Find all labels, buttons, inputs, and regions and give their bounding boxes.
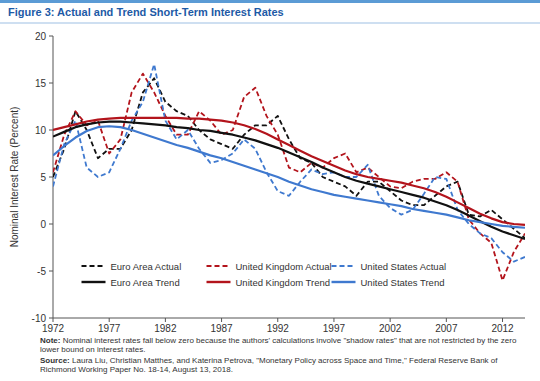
y-tick-label: 15 (35, 78, 47, 89)
series-line (53, 64, 525, 261)
note: Note: Nominal interest rates fall below … (40, 336, 532, 355)
y-tick-label: 20 (35, 31, 47, 42)
x-tick (502, 318, 503, 322)
x-tick (277, 318, 278, 322)
x-tick (53, 318, 54, 322)
legend-label: United States Trend (361, 277, 445, 288)
y-tick (49, 271, 53, 272)
x-tick-label: 1977 (98, 323, 121, 334)
y-tick (49, 36, 53, 37)
x-tick-label: 1982 (154, 323, 177, 334)
foot-label: Source: (40, 356, 70, 365)
y-tick-label: 0 (40, 219, 46, 230)
legend-swatch (332, 265, 356, 267)
foot-text: Laura Liu, Christian Matthes, and Kateri… (40, 356, 497, 374)
y-tick (49, 130, 53, 131)
x-tick-label: 2012 (491, 323, 514, 334)
y-axis-label: Nominal Interest Rate (Percent) (9, 107, 20, 248)
x-tick-label: 1972 (42, 323, 65, 334)
y-tick (49, 318, 53, 319)
foot-text: Nominal interest rates fall below zero b… (40, 336, 516, 354)
series-line (53, 118, 525, 225)
legend-label: United Kingdom Actual (236, 261, 332, 272)
series-line (53, 126, 525, 228)
legend-label: Euro Area Actual (111, 261, 182, 272)
x-tick-label: 2002 (379, 323, 402, 334)
x-tick-label: 1992 (267, 323, 290, 334)
x-tick (165, 318, 166, 322)
series-line (53, 78, 525, 238)
series-line (53, 74, 525, 281)
x-tick (221, 318, 222, 322)
y-tick (49, 177, 53, 178)
x-tick (446, 318, 447, 322)
y-tick-label: -5 (37, 266, 46, 277)
top-rule (0, 0, 540, 3)
legend-swatch (332, 281, 356, 283)
title-rule (0, 23, 540, 24)
legend-swatch (207, 281, 231, 283)
x-tick-label: 1997 (323, 323, 346, 334)
y-tick (49, 83, 53, 84)
y-tick-label: 5 (40, 172, 46, 183)
source: Source: Laura Liu, Christian Matthes, an… (40, 356, 532, 375)
chart-svg: Figure 3: Actual and Trend Short-Term In… (0, 0, 540, 381)
y-tick-label: 10 (35, 125, 47, 136)
x-tick (390, 318, 391, 322)
x-tick (109, 318, 110, 322)
series-line (53, 122, 525, 239)
legend-swatch (82, 265, 106, 267)
foot-label: Note: (40, 336, 60, 345)
legend-label: Euro Area Trend (111, 277, 180, 288)
x-axis (53, 318, 525, 319)
legend-label: United States Actual (361, 261, 447, 272)
legend-swatch (207, 265, 231, 267)
y-tick-label: -10 (32, 313, 47, 324)
x-tick-label: 2007 (435, 323, 458, 334)
legend-swatch (82, 281, 106, 283)
plot-area (53, 64, 525, 280)
figure: Figure 3: Actual and Trend Short-Term In… (0, 0, 540, 381)
x-tick (333, 318, 334, 322)
y-tick (49, 224, 53, 225)
title: Figure 3: Actual and Trend Short-Term In… (8, 6, 284, 18)
legend-label: United Kingdom Trend (236, 277, 331, 288)
x-tick-label: 1987 (210, 323, 233, 334)
